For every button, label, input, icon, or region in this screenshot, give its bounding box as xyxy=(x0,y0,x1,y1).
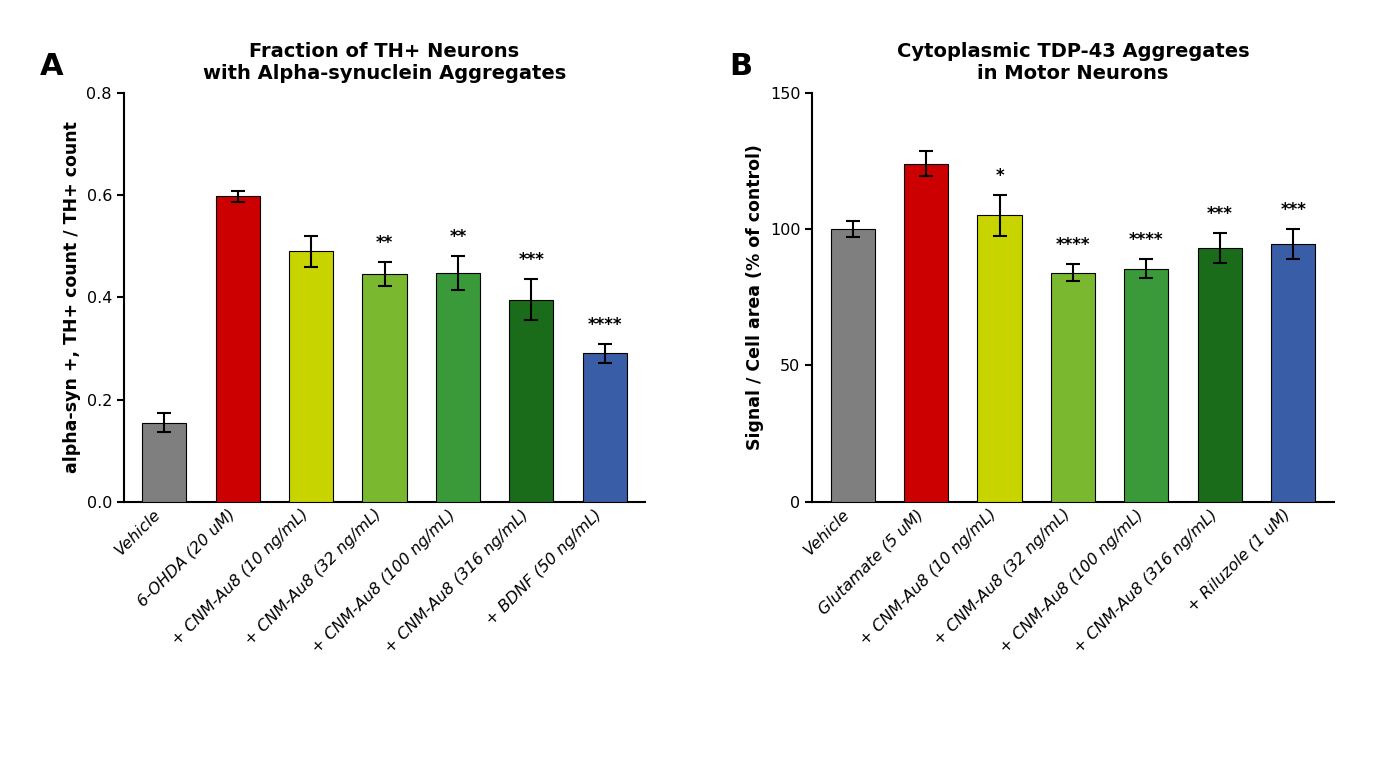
Bar xyxy=(1198,248,1242,502)
Bar xyxy=(1125,269,1169,502)
Title: Fraction of TH+ Neurons
with Alpha-synuclein Aggregates: Fraction of TH+ Neurons with Alpha-synuc… xyxy=(204,42,566,83)
Bar xyxy=(583,354,627,502)
Text: ***: *** xyxy=(1280,201,1306,218)
Text: ****: **** xyxy=(587,316,622,334)
Text: ***: *** xyxy=(518,251,544,269)
Text: B: B xyxy=(729,52,752,81)
Bar xyxy=(436,273,480,502)
Bar xyxy=(363,274,407,502)
Bar xyxy=(216,196,260,502)
Bar xyxy=(1272,244,1316,502)
Title: Cytoplasmic TDP-43 Aggregates
in Motor Neurons: Cytoplasmic TDP-43 Aggregates in Motor N… xyxy=(896,42,1250,83)
Y-axis label: alpha-syn +, TH+ count / TH+ count: alpha-syn +, TH+ count / TH+ count xyxy=(63,121,81,473)
Bar xyxy=(289,251,333,502)
Bar xyxy=(830,229,874,502)
Text: ***: *** xyxy=(1207,205,1233,223)
Text: *: * xyxy=(996,167,1004,185)
Text: **: ** xyxy=(450,228,466,246)
Y-axis label: Signal / Cell area (% of control): Signal / Cell area (% of control) xyxy=(747,144,764,450)
Text: ****: **** xyxy=(1056,236,1090,254)
Bar xyxy=(903,164,949,502)
Text: **: ** xyxy=(375,234,393,252)
Text: ****: **** xyxy=(1129,231,1163,249)
Bar xyxy=(1050,273,1094,502)
Bar xyxy=(142,422,186,502)
Bar xyxy=(509,300,554,502)
Bar xyxy=(978,215,1022,502)
Text: A: A xyxy=(40,52,63,81)
